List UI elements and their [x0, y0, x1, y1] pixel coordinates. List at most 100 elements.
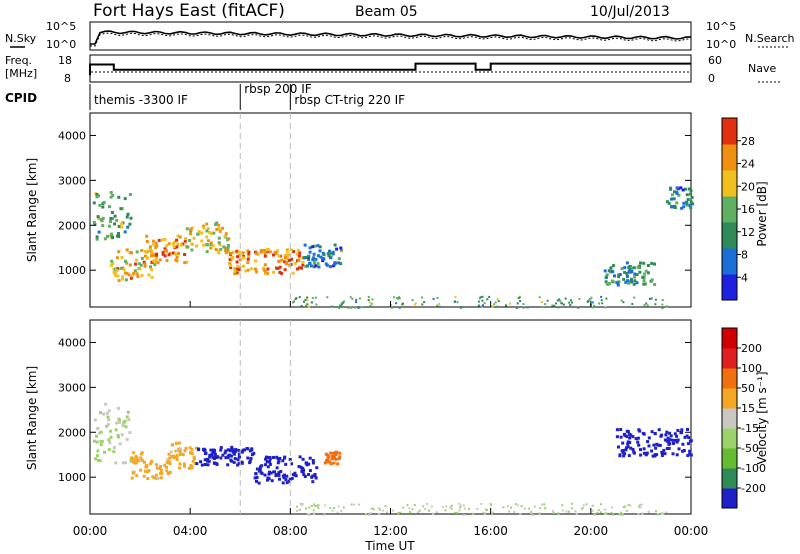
data-cell: [165, 469, 169, 473]
data-cell: [184, 446, 188, 450]
data-cell: [622, 454, 626, 458]
data-cell: [120, 433, 124, 437]
data-cell: [102, 200, 106, 204]
data-cell: [689, 453, 693, 457]
y-tick-label: 2000: [58, 426, 86, 439]
ground-scatter-cell: [413, 303, 416, 306]
ground-scatter-cell: [296, 505, 299, 508]
data-cell: [97, 194, 100, 198]
ground-scatter-cell: [496, 305, 499, 308]
data-cell: [202, 226, 206, 230]
ground-scatter-cell: [430, 505, 433, 508]
data-cell: [209, 246, 213, 250]
data-cell: [325, 263, 329, 267]
data-cell: [121, 277, 124, 281]
data-cell: [134, 262, 137, 266]
data-cell: [627, 266, 631, 270]
data-cell: [616, 283, 620, 287]
data-cell: [143, 469, 147, 473]
data-cell: [215, 227, 219, 231]
colorbar-tick-label: -15: [741, 422, 759, 435]
data-cell: [663, 452, 667, 456]
ground-scatter-cell: [662, 512, 665, 515]
data-cell: [117, 435, 120, 439]
data-cell: [95, 237, 99, 241]
ground-scatter-cell: [600, 299, 603, 302]
data-cell: [663, 438, 667, 442]
data-cell: [131, 460, 135, 464]
data-cell: [683, 187, 687, 191]
data-cell: [642, 272, 646, 276]
ground-scatter-cell: [308, 513, 311, 516]
data-cell: [205, 235, 209, 239]
data-cell: [232, 452, 236, 456]
data-cell: [302, 473, 306, 477]
ground-scatter-cell: [402, 506, 405, 509]
ground-scatter-cell: [459, 504, 462, 507]
data-cell: [266, 267, 270, 271]
data-cell: [329, 451, 333, 455]
power-colorbar-label: Power [dB]: [755, 181, 769, 246]
data-cell: [145, 256, 149, 260]
data-cell: [302, 256, 306, 260]
data-cell: [285, 262, 289, 266]
ground-scatter-cell: [639, 506, 642, 509]
data-cell: [121, 275, 125, 279]
ground-scatter-cell: [390, 306, 393, 309]
x-tick-label: 00:00: [73, 524, 108, 538]
data-cell: [326, 458, 330, 462]
data-cell: [671, 438, 675, 442]
ground-scatter-cell: [336, 511, 339, 514]
data-cell: [688, 452, 692, 456]
ground-scatter-cell: [384, 505, 387, 507]
ground-scatter-cell: [620, 299, 623, 302]
data-cell: [223, 451, 227, 455]
ground-scatter-cell: [299, 509, 301, 512]
data-cell: [290, 257, 293, 261]
ground-scatter-cell: [541, 503, 543, 506]
data-cell: [285, 260, 289, 264]
data-cell: [315, 466, 319, 470]
ground-scatter-cell: [510, 506, 513, 509]
ground-scatter-cell: [358, 503, 360, 506]
data-cell: [235, 249, 239, 253]
ground-scatter-cell: [314, 296, 317, 299]
data-cell: [183, 253, 187, 256]
data-cell: [264, 457, 268, 461]
colorbar-tick-label: 4: [741, 271, 748, 284]
ground-scatter-cell: [314, 505, 317, 507]
data-cell: [255, 479, 258, 483]
data-cell: [135, 272, 139, 276]
data-cell: [235, 260, 239, 264]
data-cell: [623, 452, 627, 456]
ground-scatter-cell: [593, 304, 595, 307]
data-cell: [142, 260, 146, 264]
data-cell: [116, 274, 120, 278]
ground-scatter-cell: [438, 305, 441, 308]
data-cell: [212, 451, 216, 454]
data-cell: [178, 466, 182, 470]
data-cell: [282, 473, 286, 477]
ground-scatter-cell: [578, 297, 581, 300]
data-cell: [103, 237, 107, 241]
data-cell: [125, 248, 129, 252]
data-cell: [673, 206, 677, 209]
ground-scatter-cell: [310, 505, 313, 507]
data-cell: [244, 269, 248, 273]
data-cell: [208, 455, 212, 459]
ground-scatter-cell: [391, 509, 394, 512]
data-cell: [279, 470, 283, 473]
ground-scatter-cell: [421, 296, 423, 299]
data-cell: [187, 466, 191, 470]
ground-scatter-cell: [402, 302, 404, 305]
ground-scatter-cell: [308, 506, 311, 509]
nave-tick-bottom: 0: [708, 72, 715, 85]
data-cell: [677, 447, 681, 451]
data-cell: [308, 246, 312, 250]
colorbar-segment: [722, 170, 737, 197]
ground-scatter-cell: [369, 512, 372, 515]
ground-scatter-cell: [449, 506, 452, 509]
ground-scatter-cell: [625, 510, 628, 513]
data-cell: [282, 476, 286, 480]
data-cell: [253, 476, 257, 480]
